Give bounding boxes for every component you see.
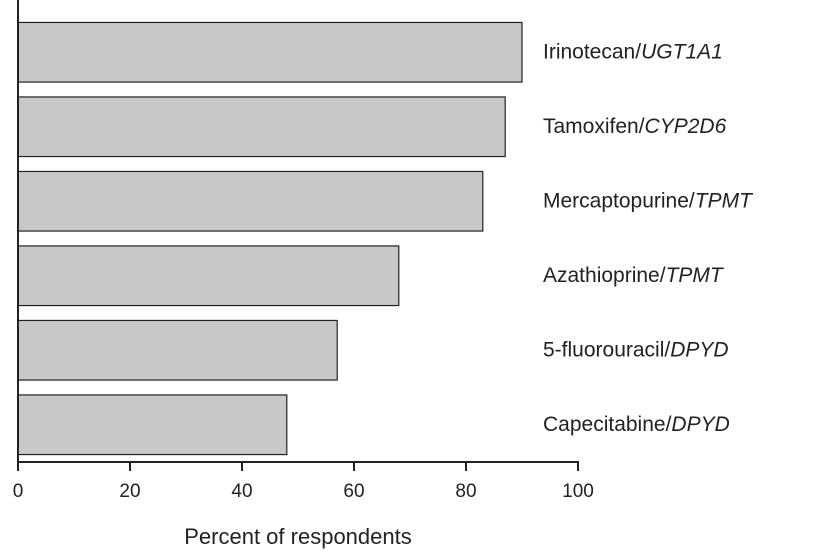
x-tick-label: 20 [119, 481, 140, 502]
category-label: Irinotecan/UGT1A1 [543, 40, 723, 63]
x-tick-label: 60 [343, 481, 364, 502]
bar [17, 96, 506, 158]
category-label: Azathioprine/TPMT [543, 263, 725, 286]
category-label: 5-fluorouracil/DPYD [543, 338, 729, 361]
bar [17, 394, 288, 456]
bar [17, 319, 338, 381]
bar [17, 245, 400, 307]
bar [17, 21, 523, 83]
category-label: Capecitabine/DPYD [543, 412, 730, 435]
x-tick-label: 100 [562, 481, 594, 502]
category-label: Mercaptopurine/TPMT [543, 189, 754, 212]
bar [17, 170, 484, 232]
x-axis-label: Percent of respondents [184, 524, 411, 549]
x-tick-label: 80 [455, 481, 476, 502]
category-label: Tamoxifen/CYP2D6 [543, 114, 727, 137]
x-tick-label: 0 [13, 481, 24, 502]
x-tick-label: 40 [231, 481, 252, 502]
